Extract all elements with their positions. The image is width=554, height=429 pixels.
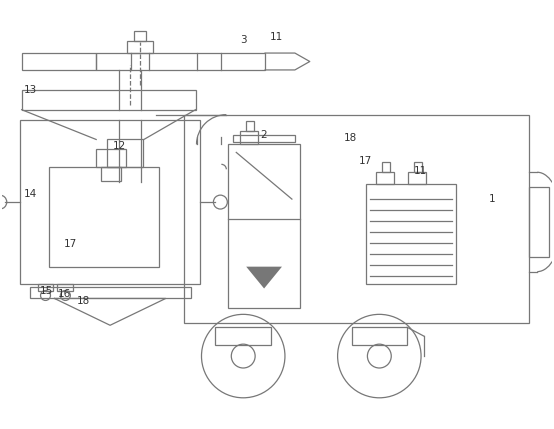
Text: 11: 11 — [414, 166, 427, 176]
Bar — [134, 31, 146, 41]
Bar — [530, 187, 549, 257]
Bar — [408, 172, 426, 184]
Bar — [58, 284, 73, 291]
Text: 2: 2 — [260, 130, 266, 139]
Text: 17: 17 — [63, 239, 76, 249]
Bar — [233, 135, 295, 142]
Text: 11: 11 — [270, 32, 283, 42]
Bar — [382, 162, 390, 172]
Bar — [228, 145, 300, 308]
Bar — [101, 167, 121, 181]
Bar — [38, 284, 53, 291]
Text: 16: 16 — [58, 290, 71, 299]
Bar — [246, 121, 254, 130]
Bar — [96, 149, 126, 167]
Bar — [107, 139, 143, 167]
Bar — [20, 120, 201, 284]
Text: 18: 18 — [78, 296, 90, 306]
Bar — [240, 130, 258, 145]
Text: 3: 3 — [240, 35, 247, 45]
Bar — [414, 162, 422, 172]
Text: 12: 12 — [113, 142, 126, 151]
Bar — [29, 287, 191, 299]
Text: 13: 13 — [24, 85, 37, 95]
Text: 17: 17 — [358, 156, 372, 166]
Bar — [49, 167, 159, 267]
Bar — [96, 53, 265, 70]
Text: 15: 15 — [39, 286, 53, 296]
Bar — [22, 90, 196, 110]
Bar — [376, 172, 394, 184]
Text: 14: 14 — [24, 189, 37, 199]
Bar — [127, 41, 153, 53]
Bar — [183, 115, 530, 323]
Bar — [366, 184, 456, 284]
Polygon shape — [246, 267, 282, 289]
Text: 1: 1 — [489, 194, 495, 204]
Text: 18: 18 — [343, 133, 357, 142]
Bar — [352, 327, 407, 345]
Bar — [216, 327, 271, 345]
Bar — [22, 53, 96, 70]
